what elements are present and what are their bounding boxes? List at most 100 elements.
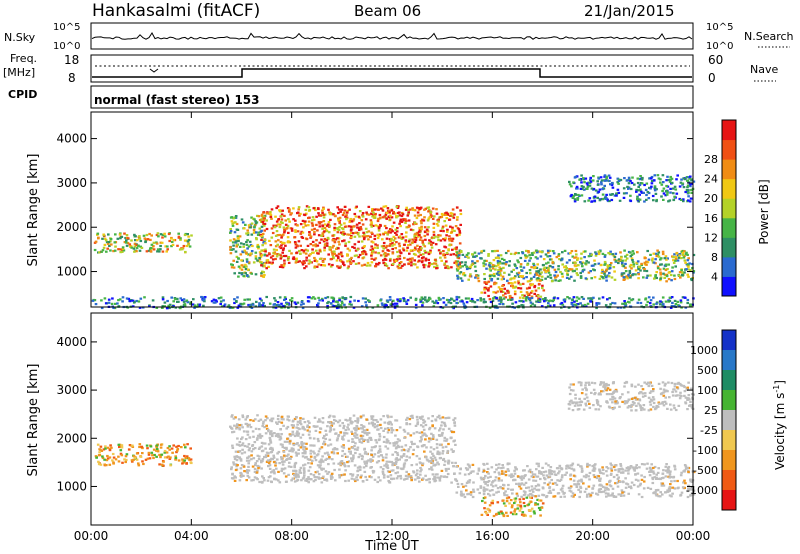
power-echo-cell [395,233,398,236]
power-echo-cell [407,262,410,266]
velocity-echo-cell [117,443,121,446]
power-echo-cell [424,207,428,210]
velocity-echo-cell [326,425,329,428]
velocity-echo-cell [343,463,346,467]
velocity-echo-cell [431,461,435,464]
power-echo-cell [605,276,608,279]
power-echo-cell [373,246,376,249]
power-echo-cell [407,211,410,214]
velocity-echo-cell [105,464,108,467]
power-echo-cell [376,236,380,240]
power-echo-cell [435,267,438,270]
velocity-echo-cell [274,434,278,438]
power-echo-cell [233,231,237,234]
power-echo-cell [467,256,470,259]
velocity-echo-cell [324,437,327,440]
power-echo-cell [326,236,330,239]
velocity-echo-cell [518,485,521,488]
velocity-echo-cell [668,494,672,497]
velocity-echo-cell [272,469,276,472]
power-echo-cell [297,208,300,211]
power-echo-cell [528,286,531,289]
velocity-echo-cell [321,476,325,479]
power-echo-cell [113,306,117,310]
velocity-echo-cell [298,469,302,472]
power-echo-cell [645,303,648,306]
power-echo-cell [639,188,642,191]
power-echo-cell [441,306,445,309]
power-echo-cell [333,214,337,217]
velocity-echo-cell [303,428,307,431]
velocity-echo-cell [98,454,102,457]
power-echo-cell [358,228,361,232]
power-echo-cell [665,275,669,278]
velocity-echo-cell [133,456,137,459]
velocity-echo-cell [323,440,326,443]
velocity-echo-cell [280,418,284,421]
velocity-echo-cell [376,424,380,427]
power-echo-cell [554,276,557,279]
power-echo-cell [514,251,518,254]
power-echo-cell [458,252,461,255]
velocity-echo-cell [353,434,356,437]
velocity-echo-cell [625,466,629,470]
power-echo-cell [606,298,609,301]
velocity-echo-cell [431,452,434,455]
power-echo-cell [568,277,571,280]
velocity-echo-cell [263,426,266,429]
power-echo-cell [326,305,329,308]
power-echo-cell [595,252,598,255]
velocity-echo-cell [436,461,439,464]
power-echo-cell [317,296,320,299]
power-echo-cell [263,224,266,227]
power-echo-cell [315,239,318,242]
power-echo-cell [471,260,474,263]
velocity-echo-cell [101,456,105,460]
velocity-echo-cell [370,453,373,457]
power-echo-cell [302,251,306,254]
power-echo-cell [690,191,693,194]
power-echo-cell [261,220,264,224]
power-echo-cell [414,238,418,242]
velocity-echo-cell [279,428,282,431]
velocity-echo-cell [153,453,156,457]
velocity-echo-cell [666,489,669,492]
velocity-echo-cell [692,489,696,492]
power-echo-cell [263,304,266,308]
velocity-echo-cell [431,473,435,476]
power-echo-cell [330,257,334,261]
power-echo-cell [643,183,646,187]
power-echo-cell [355,223,359,226]
velocity-echo-cell [234,450,238,453]
velocity-echo-cell [471,495,475,499]
power-echo-cell [492,264,495,267]
power-echo-cell [622,192,626,195]
velocity-echo-cell [572,495,575,498]
velocity-echo-cell [274,464,277,467]
power-echo-cell [424,251,427,254]
power-echo-cell [110,302,114,305]
velocity-echo-cell [299,471,303,474]
power-echo-cell [94,303,98,306]
power-echo-cell [155,233,159,237]
power-echo-cell [337,211,340,215]
velocity-echo-cell [403,449,407,452]
velocity-echo-cell [441,446,445,449]
velocity-echo-cell [238,456,241,459]
velocity-echo-cell [421,477,425,480]
velocity-echo-cell [378,445,382,448]
velocity-echo-cell [364,429,367,432]
power-echo-cell [262,217,266,220]
power-echo-cell [463,304,466,307]
power-echo-cell [323,243,327,246]
power-echo-cell [651,259,654,262]
power-echo-cell [425,300,429,303]
power-echo-cell [536,277,540,280]
power-echo-cell [464,261,467,264]
power-echo-cell [645,260,648,263]
power-echo-cell [392,299,395,302]
velocity-echo-cell [684,465,688,468]
power-echo-cell [422,263,425,266]
power-echo-cell [589,176,592,179]
power-echo-cell [628,265,632,268]
